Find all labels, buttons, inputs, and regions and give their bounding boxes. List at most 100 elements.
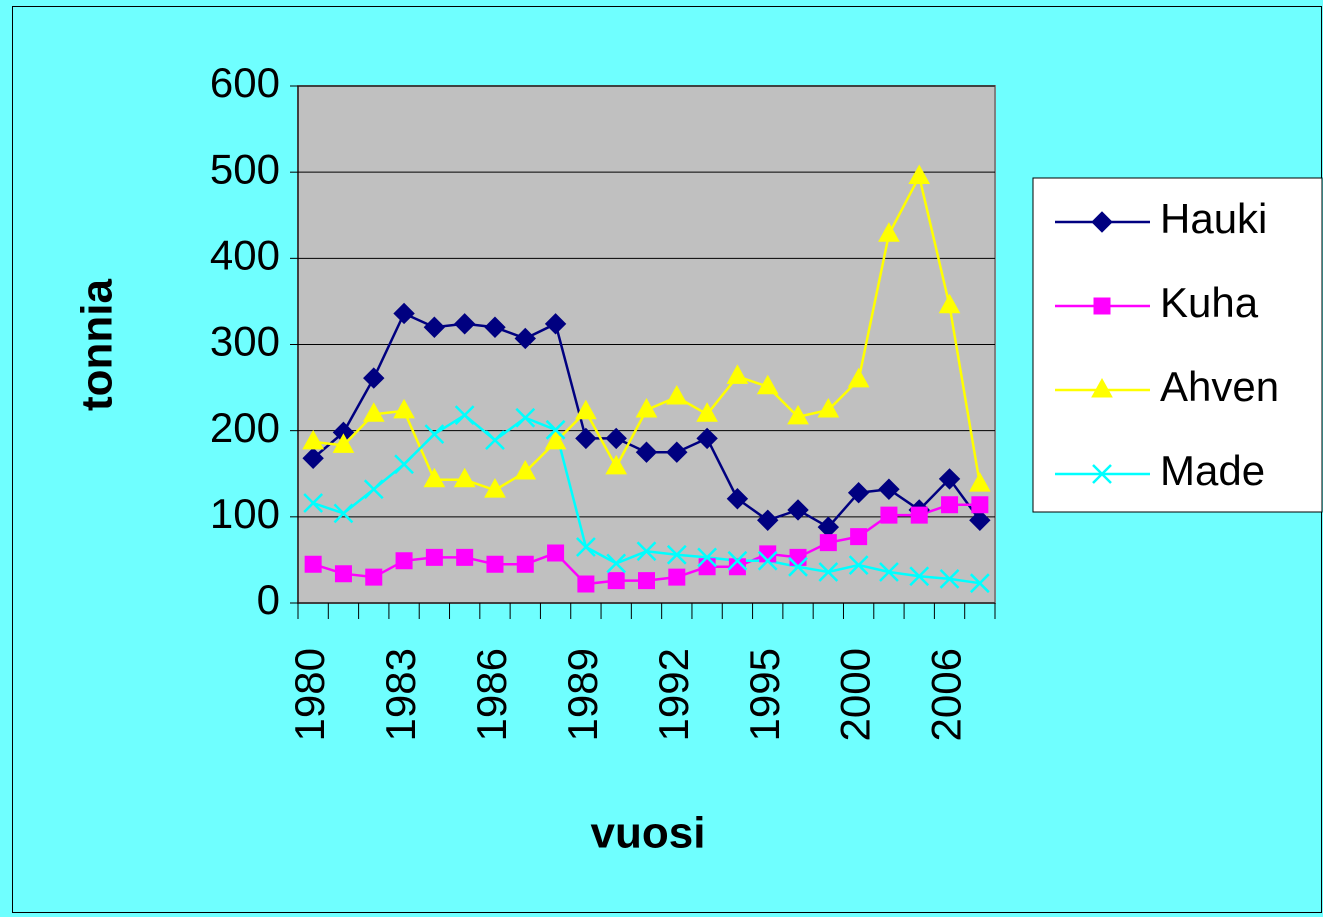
data-point	[576, 537, 596, 557]
x-tick-label: 2000	[832, 648, 879, 741]
legend-marker	[1091, 377, 1113, 398]
data-point	[938, 468, 961, 490]
data-point	[454, 405, 475, 426]
data-point	[878, 478, 900, 500]
legend	[1032, 177, 1323, 513]
data-point	[606, 553, 627, 574]
legend-marker	[1091, 211, 1113, 233]
data-point	[787, 499, 809, 521]
data-point	[819, 534, 837, 552]
data-point	[665, 385, 688, 405]
data-point	[666, 544, 687, 565]
data-point	[605, 427, 627, 450]
data-point	[668, 568, 686, 586]
data-point	[486, 555, 504, 573]
data-point	[453, 313, 476, 335]
data-point	[817, 397, 840, 418]
data-point	[878, 222, 900, 242]
data-point	[635, 397, 658, 418]
data-point	[363, 367, 385, 389]
legend-label: Made	[1160, 447, 1265, 494]
data-point	[547, 544, 565, 562]
legend-label: Kuha	[1160, 279, 1259, 326]
y-tick-label: 400	[210, 231, 280, 278]
data-point	[818, 562, 839, 582]
data-point	[697, 547, 717, 568]
data-point	[696, 427, 718, 450]
x-tick-label: 1986	[468, 648, 515, 741]
data-point	[636, 541, 657, 562]
data-point	[847, 481, 870, 504]
data-point	[303, 493, 324, 513]
legend-label: Ahven	[1160, 363, 1279, 410]
data-point	[969, 573, 990, 594]
x-axis-title: vuosi	[591, 809, 706, 858]
y-tick-label: 0	[257, 576, 280, 623]
data-point	[910, 506, 928, 524]
legend-marker	[1093, 297, 1111, 315]
data-point	[969, 509, 991, 531]
data-point	[756, 374, 779, 395]
x-tick-label: 1995	[741, 648, 788, 741]
data-point	[395, 552, 413, 570]
data-point	[393, 398, 415, 419]
x-tick-label: 1983	[377, 648, 424, 741]
data-point	[847, 367, 870, 388]
data-point	[575, 399, 597, 420]
data-point	[362, 402, 385, 422]
data-point	[515, 407, 536, 428]
y-axis-title: tonnia	[73, 278, 122, 411]
data-point	[726, 364, 749, 384]
x-tick-label: 1992	[650, 648, 697, 741]
data-point	[971, 496, 989, 514]
data-point	[425, 548, 443, 566]
data-point	[456, 548, 474, 566]
data-point	[726, 488, 749, 510]
data-point	[393, 302, 415, 325]
data-point	[365, 568, 383, 586]
data-point	[334, 565, 352, 583]
data-point	[638, 572, 655, 590]
data-point	[939, 568, 960, 589]
data-point	[968, 472, 991, 492]
data-point	[544, 313, 567, 335]
data-point	[879, 562, 899, 582]
data-point	[514, 459, 537, 480]
data-point	[485, 430, 505, 451]
data-point	[304, 555, 322, 573]
data-point	[302, 429, 325, 450]
data-point	[696, 402, 718, 422]
data-point	[544, 429, 567, 450]
data-point	[787, 404, 809, 425]
data-point	[788, 556, 808, 577]
y-tick-label: 200	[210, 404, 280, 451]
y-tick-label: 500	[210, 145, 280, 192]
data-point	[908, 164, 931, 184]
data-point	[850, 528, 868, 546]
data-point	[516, 555, 534, 573]
y-tick-label: 600	[210, 59, 280, 106]
data-point	[727, 550, 748, 571]
x-tick-label: 1980	[286, 648, 333, 741]
data-point	[757, 509, 779, 531]
data-point	[666, 441, 688, 463]
data-point	[607, 572, 625, 590]
data-point	[333, 503, 354, 524]
data-point	[938, 293, 961, 314]
y-tick-label: 300	[210, 318, 280, 365]
data-point	[332, 433, 355, 453]
data-point	[302, 447, 324, 469]
data-point	[577, 575, 595, 593]
data-point	[941, 496, 959, 514]
data-point	[424, 424, 445, 444]
data-point	[848, 555, 869, 575]
y-tick-label: 100	[210, 490, 280, 537]
x-tick-label: 2006	[923, 648, 970, 741]
x-tick-label: 1989	[559, 648, 606, 741]
data-point	[423, 316, 446, 338]
data-point	[880, 506, 898, 524]
legend-marker	[1092, 464, 1112, 484]
data-point	[484, 316, 506, 338]
legend-label: Hauki	[1160, 195, 1267, 242]
